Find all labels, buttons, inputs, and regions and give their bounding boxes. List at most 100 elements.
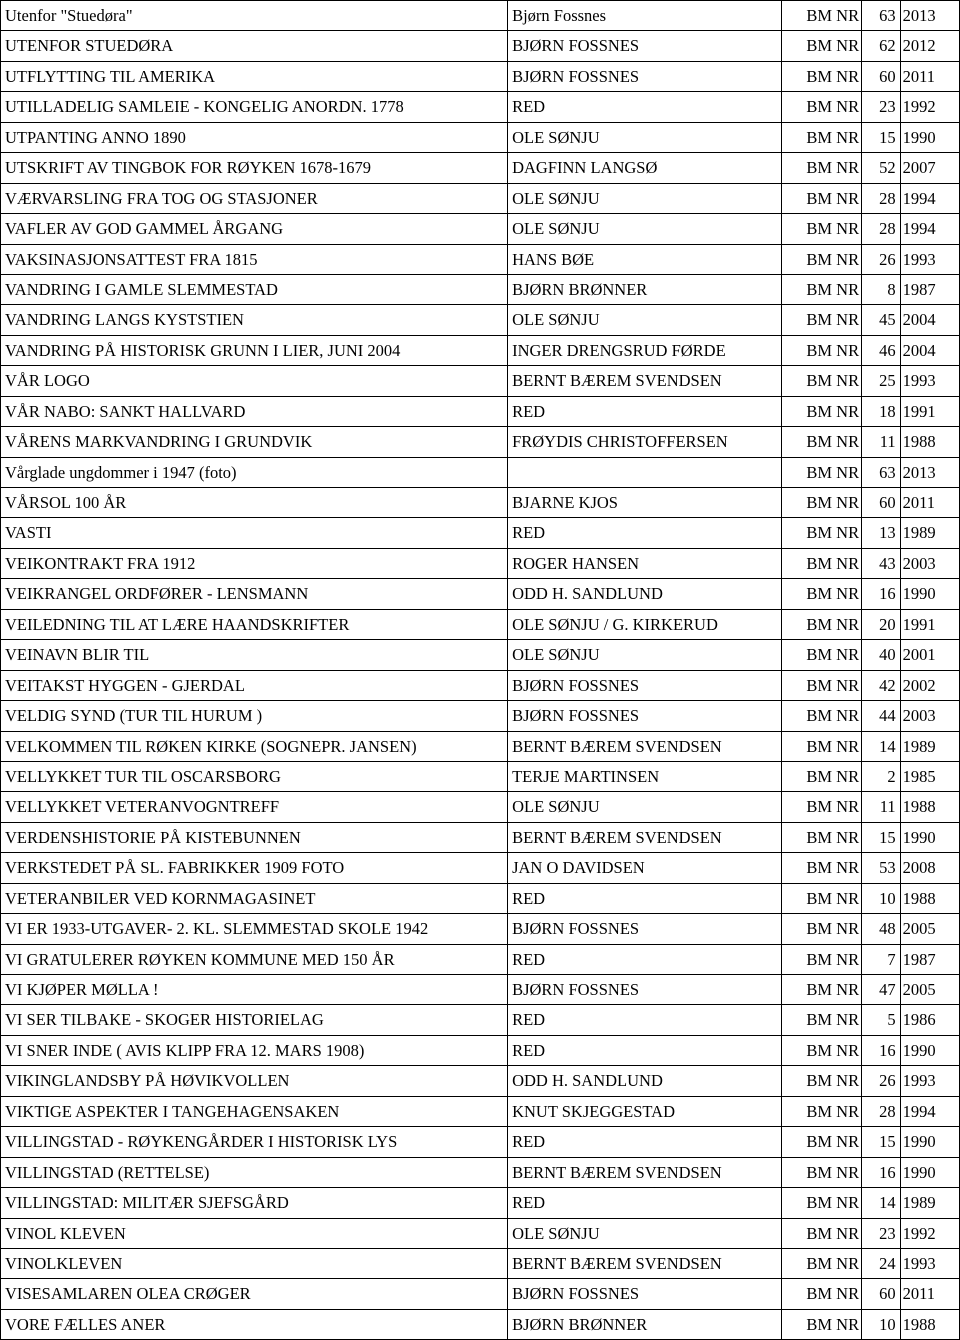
- cell-publication: BM NR: [781, 274, 861, 304]
- cell-publication: BM NR: [781, 883, 861, 913]
- cell-publication: BM NR: [781, 640, 861, 670]
- cell-publication: BM NR: [781, 1279, 861, 1309]
- cell-year: 1990: [900, 1157, 959, 1187]
- cell-publication: BM NR: [781, 1096, 861, 1126]
- cell-title: VÅR LOGO: [1, 366, 508, 396]
- cell-title: UTILLADELIG SAMLEIE - KONGELIG ANORDN. 1…: [1, 92, 508, 122]
- cell-author: BJØRN FOSSNES: [508, 670, 782, 700]
- cell-nr: 13: [862, 518, 901, 548]
- cell-title: VILLINGSTAD: MILITÆR SJEFSGÅRD: [1, 1188, 508, 1218]
- cell-author: BERNT BÆREM SVENDSEN: [508, 731, 782, 761]
- cell-author: DAGFINN LANGSØ: [508, 153, 782, 183]
- cell-nr: 60: [862, 61, 901, 91]
- table-row: VORE FÆLLES ANERBJØRN BRØNNERBM NR101988: [1, 1309, 960, 1339]
- cell-title: VAKSINASJONSATTEST FRA 1815: [1, 244, 508, 274]
- cell-publication: BM NR: [781, 701, 861, 731]
- cell-nr: 48: [862, 914, 901, 944]
- cell-publication: BM NR: [781, 1066, 861, 1096]
- cell-author: BJØRN FOSSNES: [508, 914, 782, 944]
- cell-author: ROGER HANSEN: [508, 548, 782, 578]
- cell-author: OLE SØNJU: [508, 122, 782, 152]
- cell-title: VÅRENS MARKVANDRING I GRUNDVIK: [1, 427, 508, 457]
- cell-publication: BM NR: [781, 31, 861, 61]
- table-row: VI GRATULERER RØYKEN KOMMUNE MED 150 ÅRR…: [1, 944, 960, 974]
- cell-nr: 26: [862, 1066, 901, 1096]
- cell-author: BERNT BÆREM SVENDSEN: [508, 822, 782, 852]
- cell-publication: BM NR: [781, 1005, 861, 1035]
- table-row: VÅR LOGOBERNT BÆREM SVENDSENBM NR251993: [1, 366, 960, 396]
- cell-publication: BM NR: [781, 366, 861, 396]
- cell-publication: BM NR: [781, 305, 861, 335]
- table-row: VI KJØPER MØLLA !BJØRN FOSSNESBM NR47200…: [1, 975, 960, 1005]
- cell-year: 2004: [900, 335, 959, 365]
- cell-nr: 63: [862, 457, 901, 487]
- table-row: VELLYKKET TUR TIL OSCARSBORGTERJE MARTIN…: [1, 761, 960, 791]
- cell-year: 1988: [900, 427, 959, 457]
- cell-nr: 28: [862, 1096, 901, 1126]
- table-row: VEIKRANGEL ORDFØRER - LENSMANNODD H. SAN…: [1, 579, 960, 609]
- cell-title: VERKSTEDET PÅ SL. FABRIKKER 1909 FOTO: [1, 853, 508, 883]
- table-row: VANDRING I GAMLE SLEMMESTADBJØRN BRØNNER…: [1, 274, 960, 304]
- cell-publication: BM NR: [781, 1248, 861, 1278]
- cell-title: VÅRSOL 100 ÅR: [1, 488, 508, 518]
- cell-nr: 20: [862, 609, 901, 639]
- table-row: VEITAKST HYGGEN - GJERDALBJØRN FOSSNESBM…: [1, 670, 960, 700]
- table-row: VILLINGSTAD - RØYKENGÅRDER I HISTORISK L…: [1, 1127, 960, 1157]
- cell-publication: BM NR: [781, 427, 861, 457]
- cell-year: 2013: [900, 1, 959, 31]
- cell-title: VAFLER AV GOD GAMMEL ÅRGANG: [1, 214, 508, 244]
- cell-nr: 40: [862, 640, 901, 670]
- cell-nr: 45: [862, 305, 901, 335]
- table-row: VÅRSOL 100 ÅRBJARNE KJOSBM NR602011: [1, 488, 960, 518]
- table-row: VILLINGSTAD: MILITÆR SJEFSGÅRDREDBM NR14…: [1, 1188, 960, 1218]
- table-row: Vårglade ungdommer i 1947 (foto)BM NR632…: [1, 457, 960, 487]
- table-row: VIKTIGE ASPEKTER I TANGEHAGENSAKENKNUT S…: [1, 1096, 960, 1126]
- cell-title: VEINAVN BLIR TIL: [1, 640, 508, 670]
- cell-nr: 18: [862, 396, 901, 426]
- cell-publication: BM NR: [781, 244, 861, 274]
- table-row: VELDIG SYND (TUR TIL HURUM )BJØRN FOSSNE…: [1, 701, 960, 731]
- cell-author: HANS BØE: [508, 244, 782, 274]
- cell-publication: BM NR: [781, 853, 861, 883]
- cell-publication: BM NR: [781, 92, 861, 122]
- table-row: VAFLER AV GOD GAMMEL ÅRGANGOLE SØNJUBM N…: [1, 214, 960, 244]
- cell-title: VETERANBILER VED KORNMAGASINET: [1, 883, 508, 913]
- cell-publication: BM NR: [781, 1157, 861, 1187]
- cell-title: VISESAMLAREN OLEA CRØGER: [1, 1279, 508, 1309]
- cell-nr: 10: [862, 883, 901, 913]
- table-row: VANDRING PÅ HISTORISK GRUNN I LIER, JUNI…: [1, 335, 960, 365]
- cell-year: 2002: [900, 670, 959, 700]
- cell-nr: 47: [862, 975, 901, 1005]
- table-row: UTSKRIFT AV TINGBOK FOR RØYKEN 1678-1679…: [1, 153, 960, 183]
- cell-author: RED: [508, 944, 782, 974]
- cell-year: 2011: [900, 61, 959, 91]
- cell-title: UTFLYTTING TIL AMERIKA: [1, 61, 508, 91]
- cell-nr: 2: [862, 761, 901, 791]
- cell-nr: 15: [862, 822, 901, 852]
- cell-title: VILLINGSTAD - RØYKENGÅRDER I HISTORISK L…: [1, 1127, 508, 1157]
- cell-year: 1991: [900, 396, 959, 426]
- cell-nr: 25: [862, 366, 901, 396]
- table-row: VEIKONTRAKT FRA 1912ROGER HANSENBM NR432…: [1, 548, 960, 578]
- cell-author: OLE SØNJU: [508, 640, 782, 670]
- cell-year: 1993: [900, 1066, 959, 1096]
- cell-publication: BM NR: [781, 214, 861, 244]
- cell-publication: BM NR: [781, 548, 861, 578]
- cell-year: 1985: [900, 761, 959, 791]
- cell-author: RED: [508, 1188, 782, 1218]
- cell-title: VIKTIGE ASPEKTER I TANGEHAGENSAKEN: [1, 1096, 508, 1126]
- cell-author: BERNT BÆREM SVENDSEN: [508, 366, 782, 396]
- cell-publication: BM NR: [781, 488, 861, 518]
- table-row: VI SNER INDE ( AVIS KLIPP FRA 12. MARS 1…: [1, 1035, 960, 1065]
- cell-year: 1987: [900, 274, 959, 304]
- cell-publication: BM NR: [781, 518, 861, 548]
- cell-author: FRØYDIS CHRISTOFFERSEN: [508, 427, 782, 457]
- cell-title: VELDIG SYND (TUR TIL HURUM ): [1, 701, 508, 731]
- cell-publication: BM NR: [781, 335, 861, 365]
- cell-author: OLE SØNJU / G. KIRKERUD: [508, 609, 782, 639]
- cell-nr: 14: [862, 1188, 901, 1218]
- cell-nr: 52: [862, 153, 901, 183]
- cell-title: VI ER 1933-UTGAVER- 2. KL. SLEMMESTAD SK…: [1, 914, 508, 944]
- cell-publication: BM NR: [781, 1309, 861, 1339]
- table-row: VANDRING LANGS KYSTSTIENOLE SØNJUBM NR45…: [1, 305, 960, 335]
